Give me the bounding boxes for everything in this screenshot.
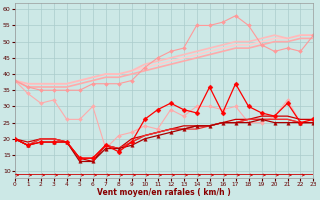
X-axis label: Vent moyen/en rafales ( km/h ): Vent moyen/en rafales ( km/h ) bbox=[97, 188, 231, 197]
